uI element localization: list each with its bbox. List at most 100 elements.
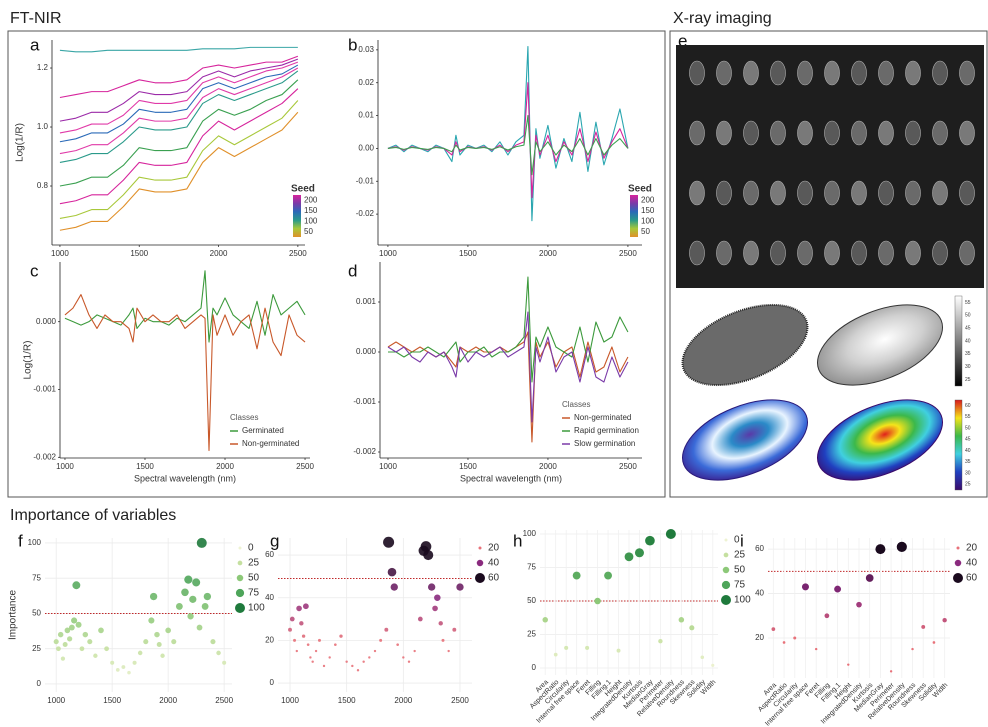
importance-point bbox=[825, 613, 830, 618]
importance-point bbox=[815, 648, 817, 650]
seed-image bbox=[798, 241, 813, 265]
importance-point bbox=[447, 650, 449, 652]
colorbar bbox=[293, 195, 301, 237]
y-tick-label: 60 bbox=[755, 544, 764, 553]
x-tick-label: 2500 bbox=[296, 462, 314, 471]
x-tick-label: 1500 bbox=[103, 696, 121, 705]
y-tick-label: 75 bbox=[32, 573, 41, 582]
importance-point bbox=[69, 625, 75, 631]
importance-point bbox=[374, 650, 376, 652]
importance-point bbox=[189, 596, 196, 603]
seed-image bbox=[879, 181, 894, 205]
importance-point bbox=[554, 653, 558, 657]
seed-scan bbox=[671, 289, 819, 401]
x-tick-label: 2000 bbox=[539, 462, 557, 471]
legend-swatch bbox=[475, 573, 485, 583]
importance-point bbox=[666, 529, 676, 539]
legend-label: 60 bbox=[488, 573, 500, 584]
y-tick-label: -0.001 bbox=[33, 385, 56, 394]
importance-point bbox=[98, 628, 104, 634]
panel-label: f bbox=[18, 531, 23, 550]
importance-point bbox=[293, 639, 296, 642]
seed-image bbox=[744, 181, 759, 205]
legend-swatch bbox=[236, 589, 244, 597]
section-heading: X-ray imaging bbox=[673, 10, 772, 27]
importance-point bbox=[391, 583, 398, 590]
y-tick-label: 0 bbox=[532, 663, 537, 672]
importance-point bbox=[890, 670, 892, 672]
importance-point bbox=[71, 617, 77, 623]
legend-swatch bbox=[479, 547, 482, 550]
spectrum-line bbox=[60, 100, 298, 218]
seed-image bbox=[960, 121, 975, 145]
seed-image bbox=[690, 241, 705, 265]
legend-swatch bbox=[235, 603, 245, 613]
importance-point bbox=[402, 656, 404, 658]
importance-point bbox=[542, 617, 548, 623]
y-tick-label: 0.01 bbox=[358, 111, 374, 120]
importance-point bbox=[133, 661, 137, 665]
importance-point bbox=[334, 643, 337, 646]
seed-scan bbox=[806, 289, 954, 401]
importance-point bbox=[171, 639, 176, 644]
importance-point bbox=[362, 661, 364, 663]
seed-image bbox=[717, 181, 732, 205]
seed-image bbox=[771, 121, 786, 145]
importance-point bbox=[439, 621, 443, 625]
importance-point bbox=[711, 664, 714, 667]
x-tick-label: 2500 bbox=[289, 249, 307, 258]
legend-swatch bbox=[721, 595, 731, 605]
seed-image bbox=[852, 61, 867, 85]
importance-point bbox=[210, 639, 215, 644]
seed-image bbox=[717, 61, 732, 85]
importance-point bbox=[802, 583, 809, 590]
colorbar-tick-label: 100 bbox=[641, 216, 655, 225]
importance-point bbox=[564, 646, 568, 650]
seed-image bbox=[690, 181, 705, 205]
seed-image bbox=[744, 121, 759, 145]
colorbar-tick-label: 30 bbox=[965, 470, 971, 476]
importance-point bbox=[793, 637, 796, 640]
importance-point bbox=[783, 641, 786, 644]
seed-image bbox=[852, 241, 867, 265]
seed-image bbox=[744, 61, 759, 85]
importance-point bbox=[942, 618, 946, 622]
colorbar bbox=[955, 296, 962, 386]
importance-point bbox=[585, 646, 589, 650]
seed-image bbox=[906, 181, 921, 205]
importance-point bbox=[866, 574, 874, 582]
importance-point bbox=[635, 548, 644, 557]
seed-image bbox=[690, 61, 705, 85]
colorbar-tick-label: 200 bbox=[641, 195, 655, 204]
x-tick-label: 1500 bbox=[338, 696, 356, 705]
seed-image bbox=[717, 121, 732, 145]
y-axis-label: Log(1/R) bbox=[15, 123, 26, 162]
importance-point bbox=[127, 671, 131, 675]
x-tick-label: 2500 bbox=[451, 696, 469, 705]
importance-point bbox=[357, 669, 359, 671]
seed-image bbox=[933, 61, 948, 85]
panel-label: h bbox=[513, 531, 522, 550]
importance-point bbox=[384, 628, 388, 632]
importance-point bbox=[192, 578, 200, 586]
y-tick-label: 0.000 bbox=[36, 317, 57, 326]
importance-point bbox=[396, 643, 399, 646]
importance-point bbox=[432, 606, 438, 612]
legend-label: Non-germinated bbox=[242, 439, 299, 448]
section-heading: Importance of variables bbox=[10, 507, 176, 524]
importance-point bbox=[421, 541, 432, 552]
importance-point bbox=[222, 661, 226, 665]
importance-point bbox=[418, 617, 423, 622]
importance-point bbox=[138, 651, 143, 656]
importance-point bbox=[61, 656, 65, 660]
importance-point bbox=[176, 603, 183, 610]
legend-label: 25 bbox=[248, 558, 260, 569]
x-tick-label: 1500 bbox=[136, 462, 154, 471]
section-heading: FT-NIR bbox=[10, 10, 62, 27]
importance-point bbox=[617, 649, 621, 653]
legend-swatch bbox=[723, 567, 730, 574]
colorbar-tick-label: 35 bbox=[965, 459, 971, 465]
y-tick-label: 75 bbox=[527, 563, 536, 572]
seed-image bbox=[825, 121, 840, 145]
legend-swatch bbox=[239, 547, 242, 550]
